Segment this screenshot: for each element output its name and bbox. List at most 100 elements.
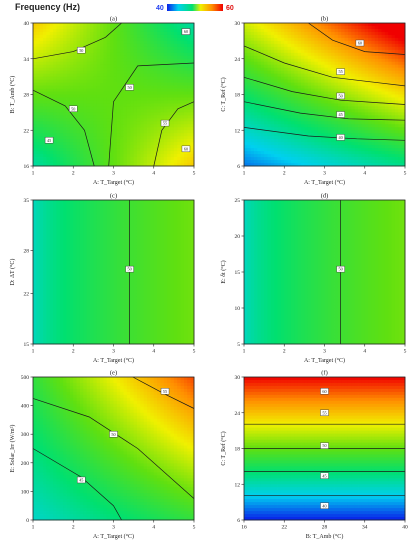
heatmap-cell	[358, 70, 362, 75]
heatmap-cell	[307, 151, 312, 155]
heatmap-cell	[140, 23, 145, 27]
heatmap-cell	[388, 145, 392, 149]
heatmap-cell	[79, 40, 84, 45]
heatmap-cell	[56, 139, 61, 143]
heatmap-cell	[167, 28, 171, 33]
heatmap-cell	[177, 67, 181, 72]
heatmap-cell	[126, 55, 131, 60]
heatmap-cell	[244, 85, 248, 89]
heatmap-cell	[250, 73, 255, 78]
heatmap-cell	[147, 136, 151, 140]
heatmap-cell	[66, 49, 71, 54]
heatmap-cell	[327, 109, 332, 113]
heatmap-cell	[247, 91, 252, 95]
heatmap-cell	[143, 124, 148, 128]
heatmap-cell	[374, 154, 379, 158]
heatmap-cell	[130, 46, 135, 51]
heatmap-cell	[294, 82, 299, 86]
heatmap-cell	[364, 25, 369, 30]
heatmap-cell	[334, 43, 339, 48]
heatmap-cell	[163, 109, 168, 113]
heatmap-cell	[321, 64, 325, 69]
heatmap-cell	[163, 67, 168, 72]
heatmap-cell	[136, 133, 141, 137]
heatmap-cell	[331, 151, 335, 155]
heatmap-cell	[264, 55, 268, 60]
heatmap-cell	[371, 160, 376, 164]
heatmap-cell	[354, 73, 359, 78]
heatmap-cell	[254, 73, 258, 78]
heatmap-cell	[290, 85, 295, 89]
heatmap-cell	[187, 58, 192, 63]
heatmap-cell	[106, 52, 111, 57]
heatmap-cell	[307, 55, 312, 60]
heatmap-cell	[317, 76, 322, 81]
heatmap-cell	[56, 88, 61, 92]
heatmap-cell	[374, 148, 379, 152]
heatmap-cell	[264, 49, 268, 54]
heatmap-cell	[321, 100, 325, 104]
heatmap-cell	[147, 100, 151, 104]
heatmap-cell	[39, 305, 44, 309]
heatmap-cell	[388, 64, 392, 69]
heatmap-cell	[180, 109, 185, 113]
heatmap-cell	[294, 55, 299, 60]
heatmap-cell	[290, 31, 295, 36]
heatmap-cell	[364, 52, 369, 57]
heatmap-cell	[103, 58, 108, 63]
heatmap-cell	[76, 118, 81, 122]
heatmap-cell	[401, 64, 406, 69]
heatmap-cell	[341, 139, 346, 143]
heatmap-cell	[130, 67, 135, 72]
heatmap-cell	[39, 115, 44, 119]
heatmap-cell	[344, 106, 349, 110]
heatmap-cell	[110, 103, 114, 107]
heatmap-cell	[157, 97, 161, 101]
heatmap-cell	[126, 148, 131, 152]
heatmap-cell	[368, 34, 372, 39]
heatmap-cell	[264, 148, 268, 152]
heatmap-cell	[384, 106, 389, 110]
heatmap-cell	[113, 139, 118, 143]
heatmap-cell	[388, 31, 392, 36]
heatmap-cell	[307, 115, 312, 119]
heatmap-cell	[86, 145, 91, 149]
heatmap-cell	[341, 49, 346, 54]
heatmap-cell	[180, 40, 185, 45]
heatmap-cell	[113, 91, 118, 95]
heatmap-cell	[270, 40, 275, 45]
heatmap-cell	[96, 139, 101, 143]
heatmap-cell	[36, 28, 41, 33]
heatmap-cell	[394, 61, 399, 66]
heatmap-cell	[317, 82, 322, 86]
heatmap-cell	[311, 94, 315, 98]
heatmap-cell	[297, 97, 302, 101]
heatmap-cell	[177, 130, 181, 134]
heatmap-cell	[260, 151, 265, 155]
heatmap-cell	[63, 25, 67, 30]
heatmap-cell	[116, 91, 121, 95]
heatmap-cell	[76, 23, 81, 27]
heatmap-cell	[173, 73, 178, 78]
heatmap-cell	[90, 121, 94, 125]
heatmap-cell	[153, 124, 158, 128]
heatmap-cell	[284, 79, 288, 83]
panel-label: (a)	[110, 16, 117, 23]
heatmap-cell	[371, 55, 376, 60]
heatmap-cell	[36, 106, 41, 110]
heatmap-cell	[250, 112, 255, 116]
heatmap-cell	[39, 302, 44, 306]
heatmap-cell	[394, 124, 399, 128]
heatmap-cell	[69, 154, 74, 158]
heatmap-cell	[388, 49, 392, 54]
heatmap-cell	[96, 154, 101, 158]
heatmap-cell	[79, 112, 84, 116]
heatmap-cell	[254, 31, 258, 36]
heatmap-cell	[257, 121, 262, 125]
heatmap-cell	[36, 49, 41, 54]
heatmap-cell	[56, 103, 61, 107]
heatmap-cell	[307, 121, 312, 125]
heatmap-cell	[304, 55, 309, 60]
heatmap-cell	[43, 308, 47, 312]
heatmap-cell	[36, 284, 41, 288]
